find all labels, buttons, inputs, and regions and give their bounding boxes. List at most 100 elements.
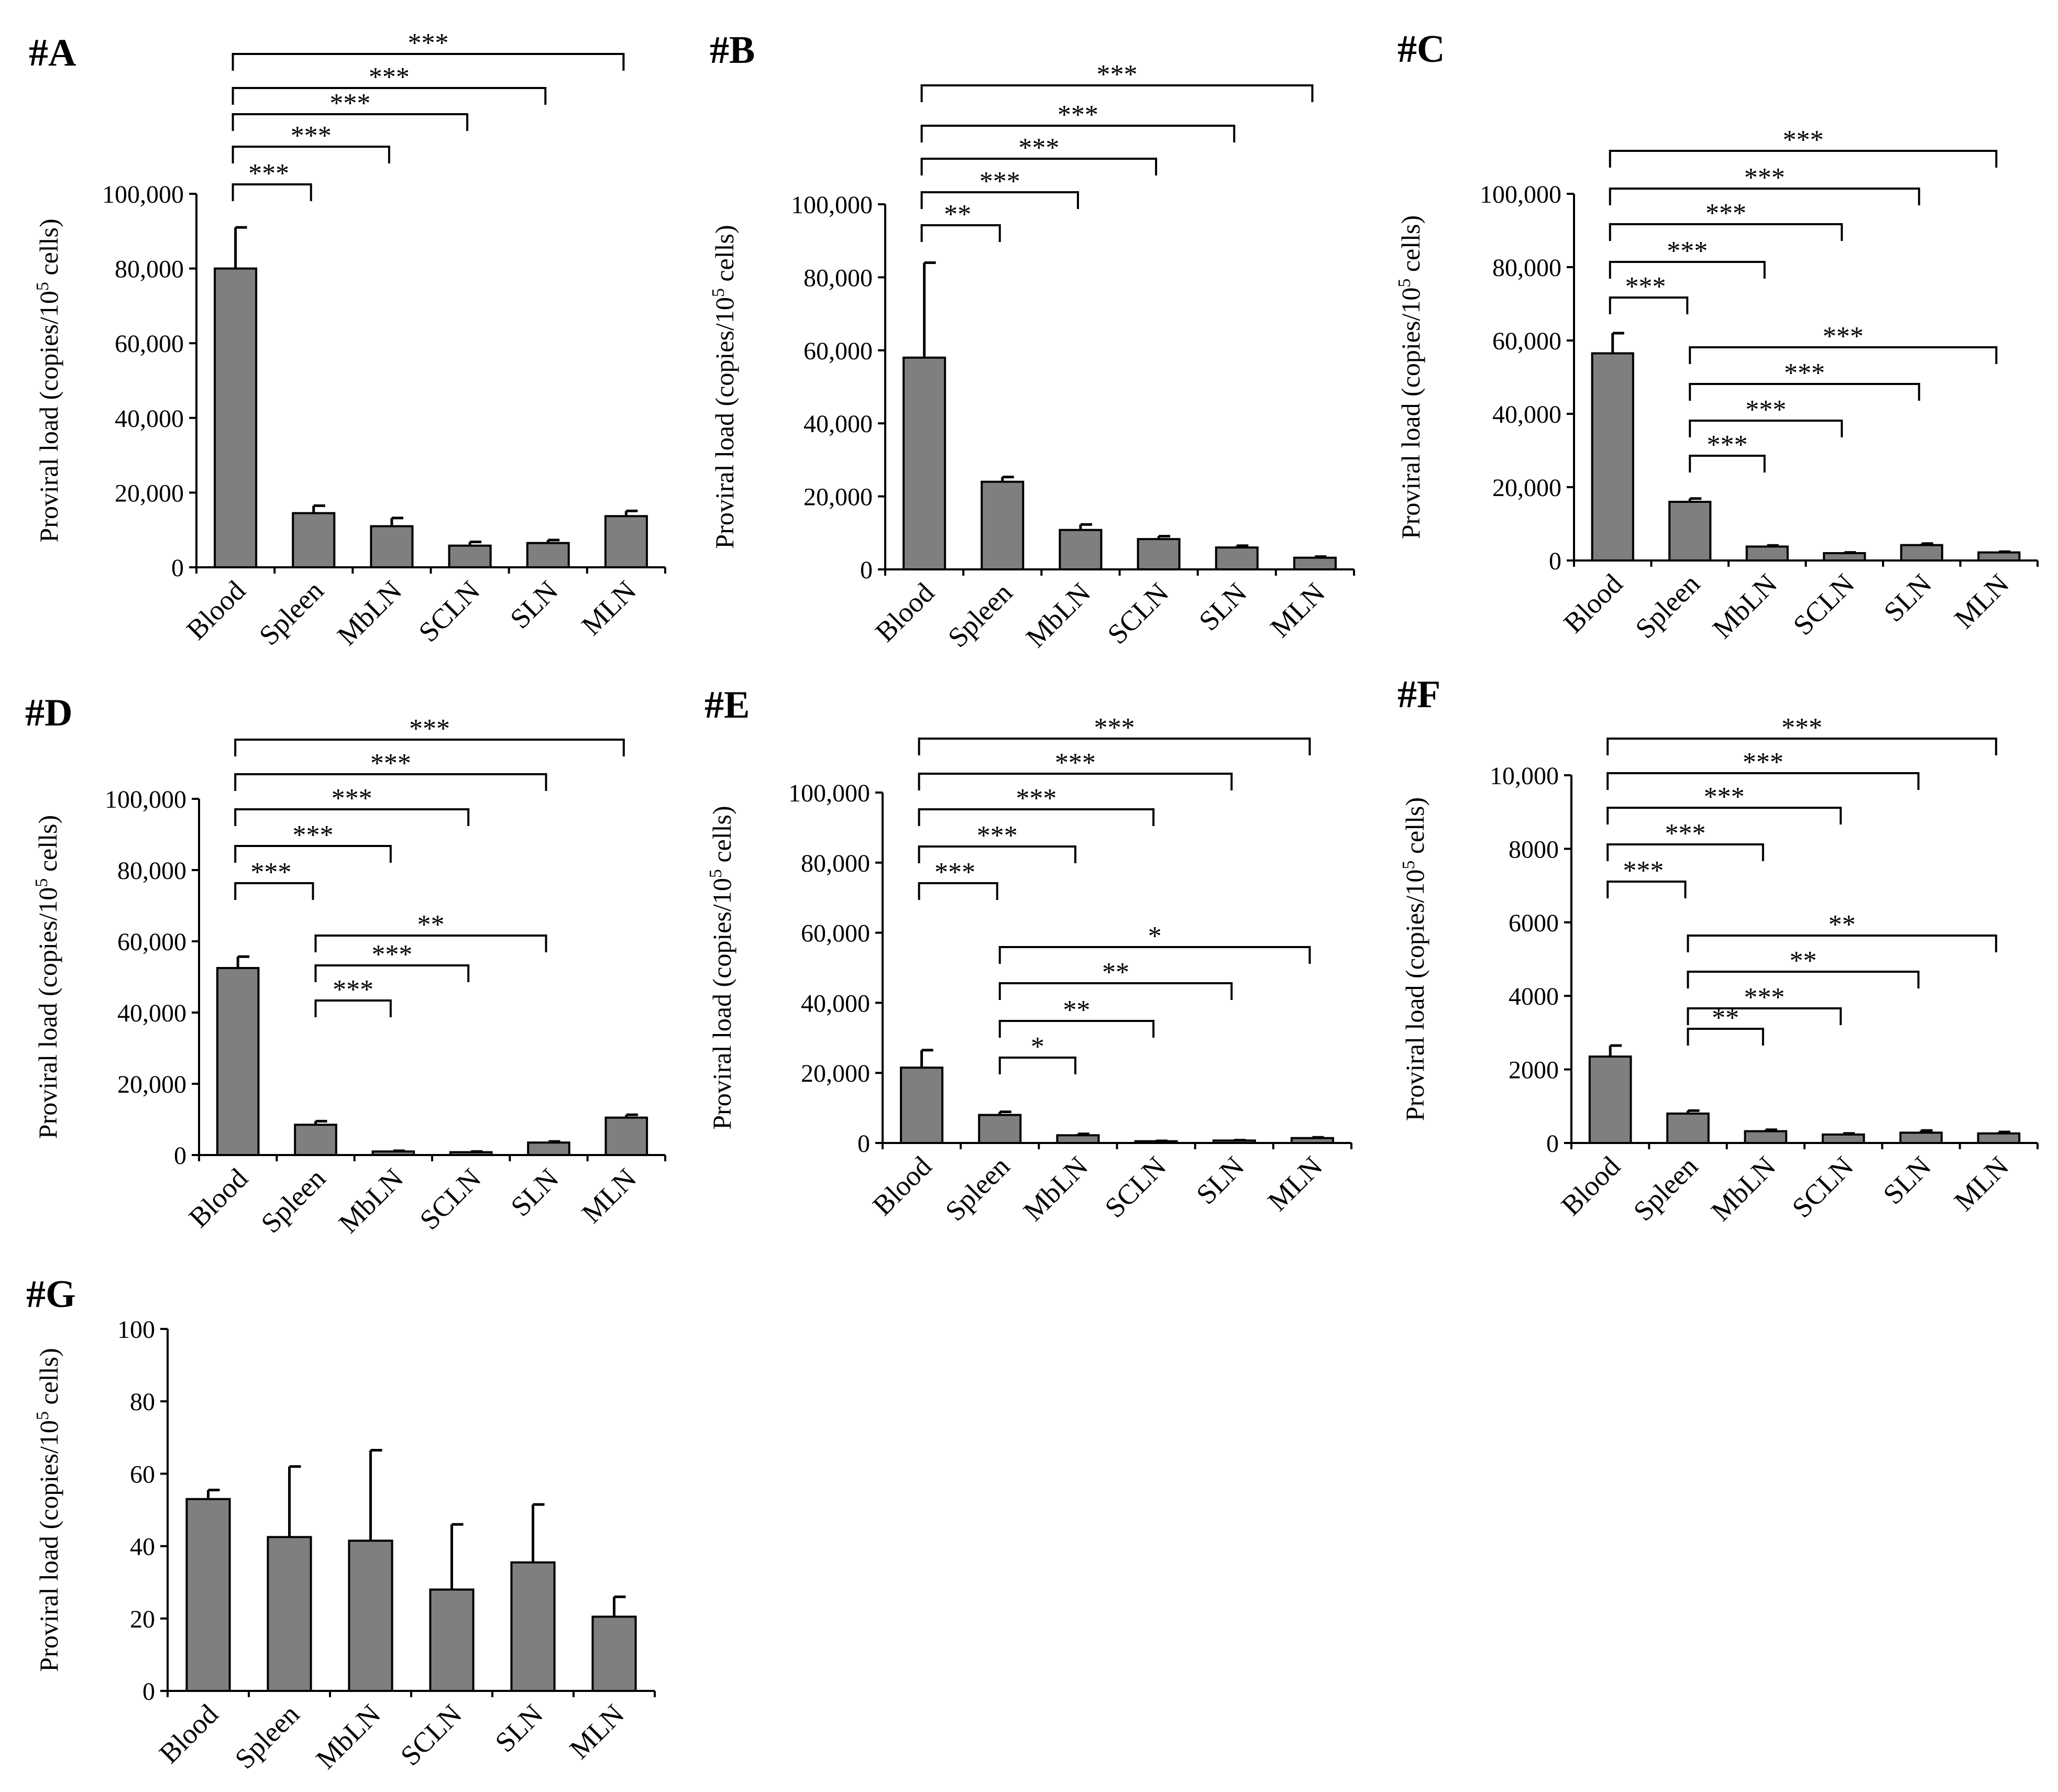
significance-label: *** <box>1625 272 1666 302</box>
x-tick-label: Spleen <box>1629 568 1705 644</box>
significance-bracket <box>232 183 312 201</box>
x-tick-label: Spleen <box>942 577 1018 653</box>
y-axis-label: Proviral load (copies/105 cells) <box>709 225 739 548</box>
bar-scln <box>448 544 492 568</box>
significance-bracket <box>918 773 1233 790</box>
y-axis-label: Proviral load (copies/105 cells) <box>1399 797 1429 1121</box>
significance-bracket <box>1687 935 1997 952</box>
x-tick-label: Spleen <box>229 1698 305 1775</box>
y-tick-label: 0 <box>860 556 873 584</box>
significance-bracket <box>232 53 625 71</box>
significance-bracket <box>918 882 998 900</box>
significance-label: *** <box>1094 713 1135 743</box>
bar-mln <box>591 1615 637 1692</box>
bar-blood <box>216 967 260 1156</box>
x-tick-label: SCLN <box>414 1162 487 1236</box>
y-tick-label: 40,000 <box>801 990 870 1017</box>
bar-mln <box>1293 556 1337 571</box>
x-tick-label: SCLN <box>394 1698 468 1772</box>
x-tick-label: MLN <box>1948 568 2015 634</box>
y-tick-label: 0 <box>174 1142 186 1170</box>
significance-bracket <box>234 882 314 900</box>
significance-label: ** <box>944 200 971 229</box>
panel-a: #A 0 20,000 40,000 60,000 80,000 100,000 Provir… <box>29 28 666 651</box>
significance-bracket <box>1687 1007 1842 1025</box>
significance-label: *** <box>1704 782 1745 812</box>
x-tick-label: SCLN <box>1102 577 1175 650</box>
bar-sln <box>510 1561 556 1692</box>
y-tick-label: 100,000 <box>791 191 873 219</box>
significance-label: *** <box>1018 133 1059 163</box>
bar-blood <box>1588 1056 1632 1145</box>
x-tick-label: Blood <box>153 1698 224 1769</box>
x-tick-label: SLN <box>1190 1150 1250 1211</box>
x-tick-label: SLN <box>1193 577 1253 637</box>
panel-label: #A <box>29 31 76 74</box>
bar-mln <box>1977 551 2021 562</box>
bar-scln <box>1137 538 1181 571</box>
x-tick-label: MbLN <box>1017 1150 1094 1227</box>
y-tick-label: 40,000 <box>1492 401 1561 428</box>
panel-d: #D 0 20,000 40,000 60,000 80,000 100,000 Provir… <box>25 691 666 1239</box>
x-tick-label: SLN <box>504 1162 565 1223</box>
significance-bracket <box>1687 1028 1764 1046</box>
significance-bracket <box>234 773 547 791</box>
y-tick-label: 40 <box>130 1533 155 1561</box>
panel-c: #C 0 20,000 40,000 60,000 80,000 100,000 Provir… <box>1395 28 2039 644</box>
y-tick-label: 40,000 <box>804 410 873 438</box>
bar-blood <box>1591 352 1634 562</box>
x-tick-label: MbLN <box>1020 577 1096 653</box>
y-tick-label: 0 <box>142 1678 155 1706</box>
significance-label: *** <box>293 820 334 850</box>
x-tick-label: Blood <box>1555 1150 1626 1222</box>
y-axis-label: Proviral load (copies/105 cells) <box>32 815 62 1139</box>
significance-bracket <box>234 739 625 756</box>
x-tick-label: MLN <box>1948 1150 2015 1217</box>
x-tick-label: Spleen <box>253 575 329 651</box>
x-tick-label: Spleen <box>255 1162 332 1239</box>
y-tick-label: 100 <box>117 1316 155 1344</box>
bar-blood <box>900 1067 944 1145</box>
y-tick-label: 80,000 <box>801 850 870 877</box>
significance-bracket <box>1689 420 1843 437</box>
y-tick-label: 60,000 <box>1492 327 1561 355</box>
y-tick-label: 100,000 <box>1480 181 1561 208</box>
panel-label: #B <box>710 29 755 72</box>
y-tick-label: 0 <box>857 1130 870 1158</box>
significance-bracket <box>920 84 1314 102</box>
x-tick-label: Blood <box>1557 568 1628 639</box>
panel-f: #F 0 2000 4000 6000 8000 10,000 Proviral load (… <box>1397 673 2039 1227</box>
significance-label: *** <box>1667 236 1708 266</box>
bar-blood <box>903 356 947 570</box>
significance-bracket <box>1606 738 1997 755</box>
significance-bracket <box>998 946 1311 964</box>
significance-bracket <box>1687 971 1920 988</box>
y-axis-label: Proviral load (copies/105 cells) <box>33 218 63 542</box>
panel-label: #F <box>1397 673 1440 716</box>
panel-g: #G 0 20 40 60 80 100 Proviral load (copies/105 … <box>26 1273 656 1775</box>
significance-label: ** <box>1063 995 1090 1025</box>
bar-sln <box>1900 544 1943 562</box>
significance-label: ** <box>417 910 445 940</box>
significance-label: *** <box>1016 784 1056 813</box>
significance-label: ** <box>1102 958 1129 987</box>
significance-label: * <box>1148 921 1162 951</box>
significance-bracket <box>1606 843 1764 861</box>
significance-bracket <box>234 845 392 863</box>
significance-label: *** <box>1097 60 1138 90</box>
significance-bracket <box>918 808 1155 826</box>
bar-mbln <box>1744 1130 1788 1144</box>
significance-label: *** <box>1745 395 1786 425</box>
significance-label: * <box>1031 1032 1044 1062</box>
bar-mbln <box>1056 1134 1100 1144</box>
y-tick-label: 60,000 <box>117 928 186 956</box>
y-tick-label: 20,000 <box>804 483 873 511</box>
significance-label: *** <box>369 62 410 92</box>
x-tick-label: Spleen <box>939 1150 1016 1227</box>
significance-label: *** <box>1707 430 1748 460</box>
x-tick-label: SCLN <box>1099 1150 1172 1224</box>
y-tick-label: 60,000 <box>804 337 873 365</box>
significance-label: ** <box>1829 910 1856 940</box>
significance-bracket <box>1609 261 1766 279</box>
significance-label: *** <box>1744 163 1785 193</box>
